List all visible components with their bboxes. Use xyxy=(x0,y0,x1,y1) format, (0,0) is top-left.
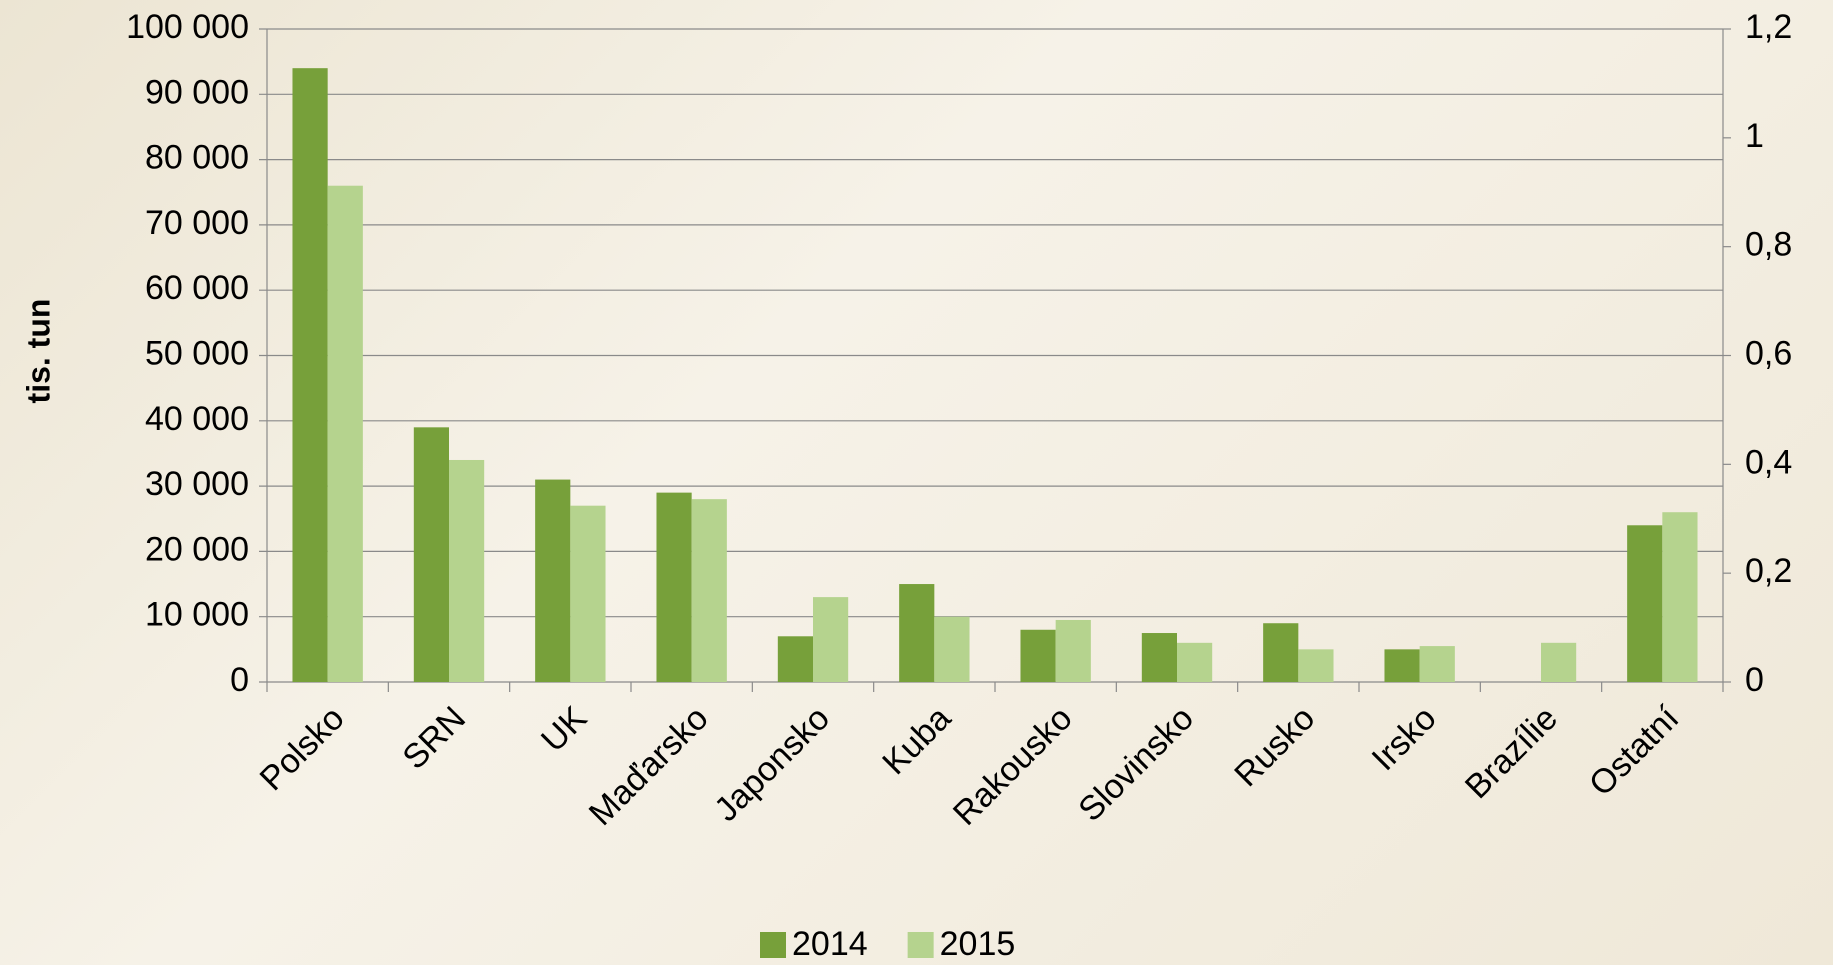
y-tick-label: 30 000 xyxy=(145,465,249,503)
bar xyxy=(292,68,327,682)
bar xyxy=(1627,525,1662,682)
x-tick-label: Maďarsko xyxy=(582,699,716,833)
bar xyxy=(1298,649,1333,682)
bar xyxy=(570,506,605,682)
x-tick-label: Rakousko xyxy=(946,699,1080,833)
x-tick-label: Japonsko xyxy=(707,699,837,829)
x-tick-label: Rusko xyxy=(1227,699,1322,794)
y-tick-label: 40 000 xyxy=(145,400,249,438)
y2-tick-label: 0,6 xyxy=(1745,334,1792,372)
bar xyxy=(1420,646,1455,682)
bar xyxy=(1662,512,1697,682)
legend-label: 2014 xyxy=(792,925,868,963)
x-tick-label: UK xyxy=(534,699,594,759)
y-tick-label: 70 000 xyxy=(145,204,249,242)
x-tick-label: Irsko xyxy=(1365,699,1444,778)
bar xyxy=(1020,630,1055,682)
x-tick-label: Ostatní xyxy=(1582,699,1687,804)
bar xyxy=(1263,623,1298,682)
y-tick-label: 60 000 xyxy=(145,269,249,307)
y2-tick-label: 1 xyxy=(1745,117,1764,155)
legend-swatch xyxy=(908,932,934,958)
y-tick-label: 80 000 xyxy=(145,139,249,177)
bar xyxy=(934,617,969,682)
y-tick-label: 0 xyxy=(230,661,249,699)
bar xyxy=(656,493,691,682)
y-tick-label: 20 000 xyxy=(145,530,249,568)
bar xyxy=(535,480,570,682)
bar xyxy=(813,597,848,682)
y-axis-title: tis. tun xyxy=(20,299,56,404)
bar xyxy=(899,584,934,682)
x-tick-label: Kuba xyxy=(875,699,958,782)
bar xyxy=(414,427,449,682)
legend-label: 2015 xyxy=(940,925,1016,963)
x-tick-label: Polsko xyxy=(253,699,352,798)
y-tick-label: 90 000 xyxy=(145,73,249,111)
x-tick-label: Brazílie xyxy=(1458,699,1565,806)
y2-tick-label: 1,2 xyxy=(1745,8,1792,46)
bar xyxy=(778,636,813,682)
x-tick-label: Slovinsko xyxy=(1071,699,1201,829)
bar xyxy=(1056,620,1091,682)
bar xyxy=(328,186,363,682)
y2-tick-label: 0,2 xyxy=(1745,552,1792,590)
bar xyxy=(1541,643,1576,682)
y2-tick-label: 0,8 xyxy=(1745,226,1792,264)
bar xyxy=(1142,633,1177,682)
bar xyxy=(692,499,727,682)
bar xyxy=(1177,643,1212,682)
y2-tick-label: 0,4 xyxy=(1745,443,1792,481)
x-tick-label: SRN xyxy=(395,699,473,777)
y-tick-label: 100 000 xyxy=(126,8,249,46)
bar xyxy=(449,460,484,682)
y-tick-label: 50 000 xyxy=(145,334,249,372)
bar xyxy=(1384,649,1419,682)
chart: tis. tun 0 10 000 20 000 30 000 40 000 50 000… xyxy=(0,0,1833,965)
legend-swatch xyxy=(760,932,786,958)
y2-tick-label: 0 xyxy=(1745,661,1764,699)
y-tick-label: 10 000 xyxy=(145,596,249,634)
